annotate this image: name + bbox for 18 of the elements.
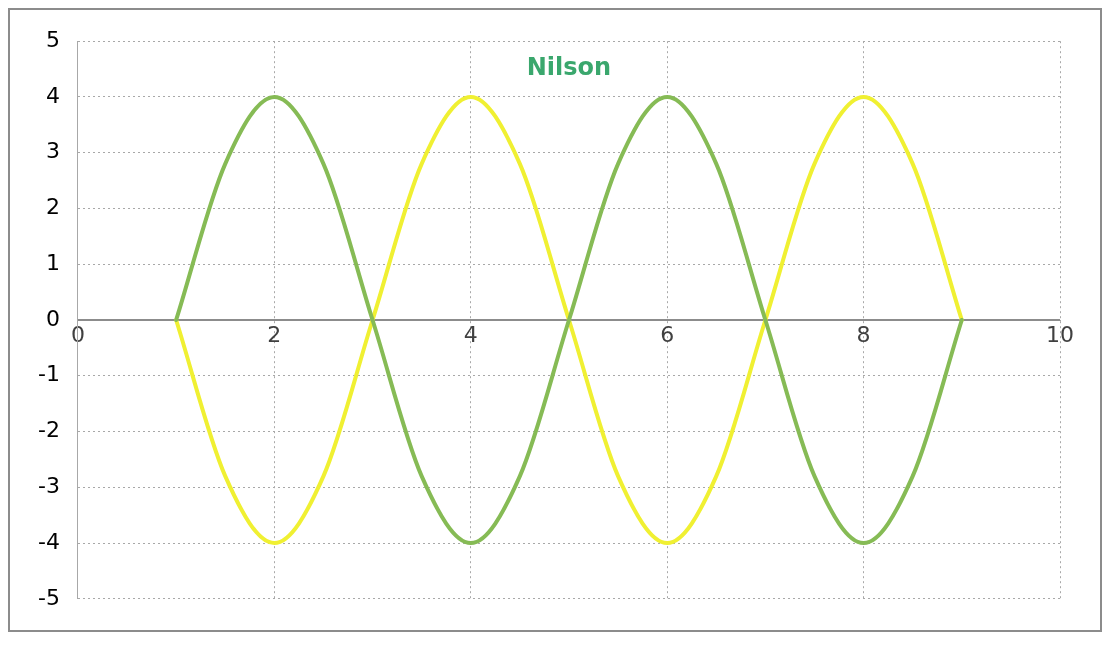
y-tick-label: 5 — [45, 26, 60, 52]
x-tick-label: 6 — [660, 321, 675, 347]
y-tick-label: -1 — [38, 361, 60, 387]
y-tick-label: 0 — [45, 305, 60, 331]
x-tick-label: 4 — [463, 321, 478, 347]
y-tick-label: -5 — [38, 584, 60, 610]
y-tick-label: -2 — [38, 417, 60, 443]
y-tick-label: 1 — [45, 249, 60, 275]
x-tick-label: 8 — [856, 321, 871, 347]
y-tick-label: -3 — [38, 473, 60, 498]
y-tick-label: 3 — [45, 138, 60, 164]
y-tick-label: 4 — [45, 82, 60, 108]
text: Nilson — [526, 53, 612, 82]
x-tick-label: 2 — [267, 321, 282, 347]
x-tick-label: 10 — [1046, 321, 1074, 347]
line-series — [174, 94, 964, 546]
y-tick-label: 2 — [45, 194, 60, 220]
y-tick-label: -4 — [38, 528, 60, 554]
